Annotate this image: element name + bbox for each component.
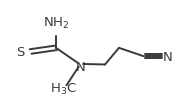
Text: N: N: [76, 61, 85, 74]
Text: H$_3$C: H$_3$C: [50, 82, 76, 97]
Text: S: S: [16, 46, 24, 59]
Text: NH$_2$: NH$_2$: [43, 16, 69, 31]
Text: N: N: [162, 51, 172, 64]
